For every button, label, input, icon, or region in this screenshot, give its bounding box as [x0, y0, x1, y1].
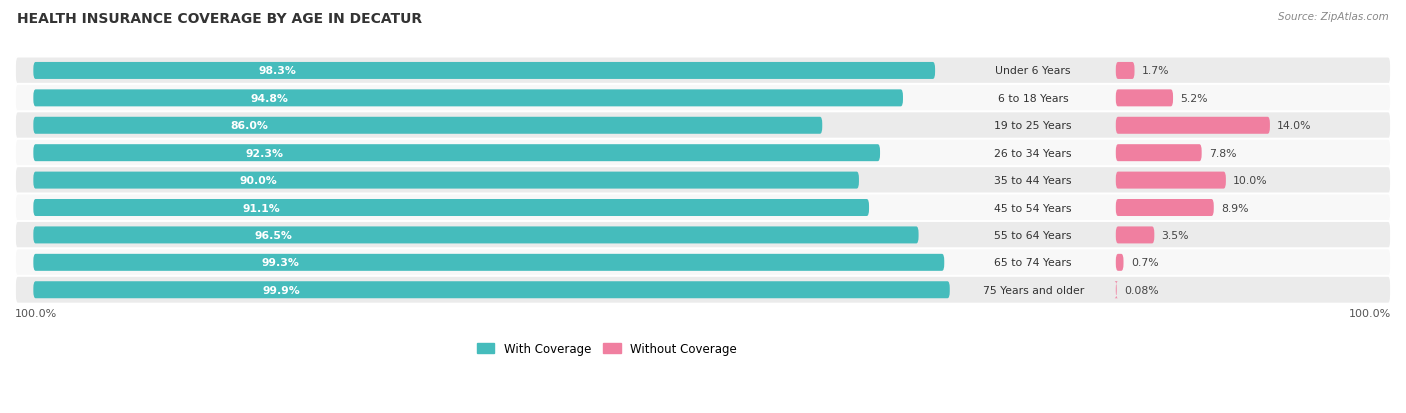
FancyBboxPatch shape [34, 117, 823, 135]
FancyBboxPatch shape [15, 249, 1391, 277]
FancyBboxPatch shape [15, 112, 1391, 140]
Text: 10.0%: 10.0% [1233, 176, 1268, 186]
FancyBboxPatch shape [1116, 90, 1173, 107]
Text: 1.7%: 1.7% [1142, 66, 1170, 76]
FancyBboxPatch shape [1116, 172, 1226, 189]
FancyBboxPatch shape [1116, 227, 1154, 244]
Text: 98.3%: 98.3% [259, 66, 297, 76]
Text: 45 to 54 Years: 45 to 54 Years [994, 203, 1071, 213]
FancyBboxPatch shape [1116, 117, 1270, 135]
Text: 86.0%: 86.0% [231, 121, 269, 131]
FancyBboxPatch shape [1116, 254, 1123, 271]
Text: 0.7%: 0.7% [1130, 258, 1159, 268]
FancyBboxPatch shape [15, 194, 1391, 222]
Text: 8.9%: 8.9% [1220, 203, 1249, 213]
Text: 19 to 25 Years: 19 to 25 Years [994, 121, 1071, 131]
Text: Source: ZipAtlas.com: Source: ZipAtlas.com [1278, 12, 1389, 22]
Text: 7.8%: 7.8% [1209, 148, 1236, 158]
Text: 99.3%: 99.3% [262, 258, 299, 268]
FancyBboxPatch shape [1115, 282, 1118, 299]
FancyBboxPatch shape [15, 57, 1391, 85]
FancyBboxPatch shape [34, 63, 935, 80]
Text: 100.0%: 100.0% [1348, 308, 1391, 318]
FancyBboxPatch shape [15, 276, 1391, 304]
FancyBboxPatch shape [1116, 145, 1202, 162]
Text: 35 to 44 Years: 35 to 44 Years [994, 176, 1071, 186]
FancyBboxPatch shape [15, 221, 1391, 249]
Legend: With Coverage, Without Coverage: With Coverage, Without Coverage [472, 337, 741, 360]
Text: 5.2%: 5.2% [1181, 94, 1208, 104]
Text: 92.3%: 92.3% [245, 148, 283, 158]
FancyBboxPatch shape [34, 282, 950, 299]
FancyBboxPatch shape [15, 167, 1391, 195]
FancyBboxPatch shape [34, 227, 918, 244]
FancyBboxPatch shape [1116, 63, 1135, 80]
Text: HEALTH INSURANCE COVERAGE BY AGE IN DECATUR: HEALTH INSURANCE COVERAGE BY AGE IN DECA… [17, 12, 422, 26]
Text: 65 to 74 Years: 65 to 74 Years [994, 258, 1071, 268]
FancyBboxPatch shape [15, 139, 1391, 167]
Text: 55 to 64 Years: 55 to 64 Years [994, 230, 1071, 240]
FancyBboxPatch shape [34, 254, 945, 271]
FancyBboxPatch shape [15, 85, 1391, 113]
Text: 91.1%: 91.1% [242, 203, 280, 213]
Text: 0.08%: 0.08% [1123, 285, 1159, 295]
Text: 94.8%: 94.8% [250, 94, 288, 104]
Text: 6 to 18 Years: 6 to 18 Years [998, 94, 1069, 104]
Text: 75 Years and older: 75 Years and older [983, 285, 1084, 295]
FancyBboxPatch shape [34, 199, 869, 216]
Text: Under 6 Years: Under 6 Years [995, 66, 1071, 76]
Text: 3.5%: 3.5% [1161, 230, 1189, 240]
Text: 90.0%: 90.0% [240, 176, 277, 186]
Text: 26 to 34 Years: 26 to 34 Years [994, 148, 1071, 158]
Text: 14.0%: 14.0% [1277, 121, 1312, 131]
Text: 99.9%: 99.9% [263, 285, 301, 295]
Text: 96.5%: 96.5% [254, 230, 292, 240]
FancyBboxPatch shape [34, 90, 903, 107]
Text: 100.0%: 100.0% [15, 308, 58, 318]
FancyBboxPatch shape [34, 172, 859, 189]
FancyBboxPatch shape [1116, 199, 1213, 216]
FancyBboxPatch shape [34, 145, 880, 162]
